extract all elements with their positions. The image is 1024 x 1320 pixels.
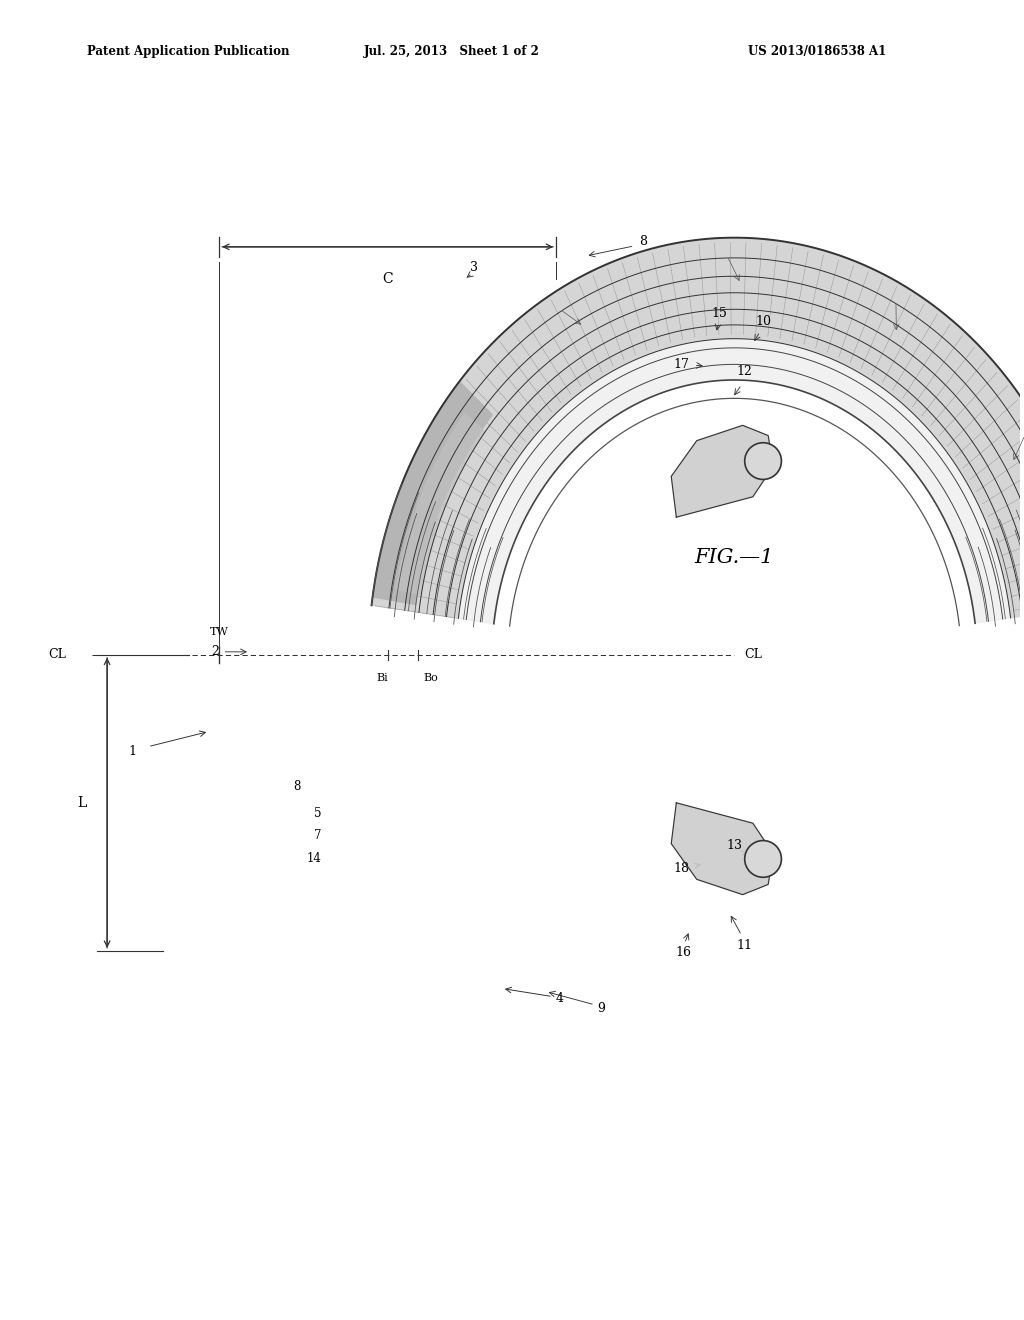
Text: 12: 12 <box>736 364 753 378</box>
Polygon shape <box>372 238 1024 618</box>
Text: Bi: Bi <box>377 673 388 684</box>
Text: US 2013/0186538 A1: US 2013/0186538 A1 <box>748 45 886 58</box>
Text: 11: 11 <box>736 939 753 952</box>
Text: 1: 1 <box>129 746 136 758</box>
Text: TW: TW <box>210 627 228 636</box>
Polygon shape <box>396 413 485 594</box>
Text: 15: 15 <box>712 306 727 319</box>
Text: CL: CL <box>48 648 67 661</box>
Circle shape <box>744 841 781 878</box>
Text: 18: 18 <box>674 862 689 875</box>
Polygon shape <box>459 339 1011 623</box>
Circle shape <box>744 442 781 479</box>
Text: L: L <box>78 796 87 809</box>
Text: CL: CL <box>744 648 763 661</box>
Text: 10: 10 <box>755 314 771 327</box>
Text: 2: 2 <box>211 645 219 659</box>
Text: 7: 7 <box>313 829 322 842</box>
Text: 17: 17 <box>674 358 689 371</box>
Text: 13: 13 <box>726 840 742 853</box>
Text: FIG.—1: FIG.—1 <box>695 549 774 568</box>
Text: 8: 8 <box>639 235 647 248</box>
Polygon shape <box>672 425 773 517</box>
Polygon shape <box>373 381 493 605</box>
Text: 4: 4 <box>556 993 564 1006</box>
Text: 9: 9 <box>597 1002 604 1015</box>
Text: 8: 8 <box>294 780 301 793</box>
Text: C: C <box>382 272 393 286</box>
Text: 3: 3 <box>470 261 478 273</box>
Polygon shape <box>672 803 773 895</box>
Text: 16: 16 <box>676 946 691 960</box>
Text: Patent Application Publication: Patent Application Publication <box>87 45 290 58</box>
Text: Jul. 25, 2013   Sheet 1 of 2: Jul. 25, 2013 Sheet 1 of 2 <box>364 45 540 58</box>
Text: Bo: Bo <box>423 673 438 684</box>
Text: 5: 5 <box>313 807 322 820</box>
Text: 14: 14 <box>306 853 322 866</box>
